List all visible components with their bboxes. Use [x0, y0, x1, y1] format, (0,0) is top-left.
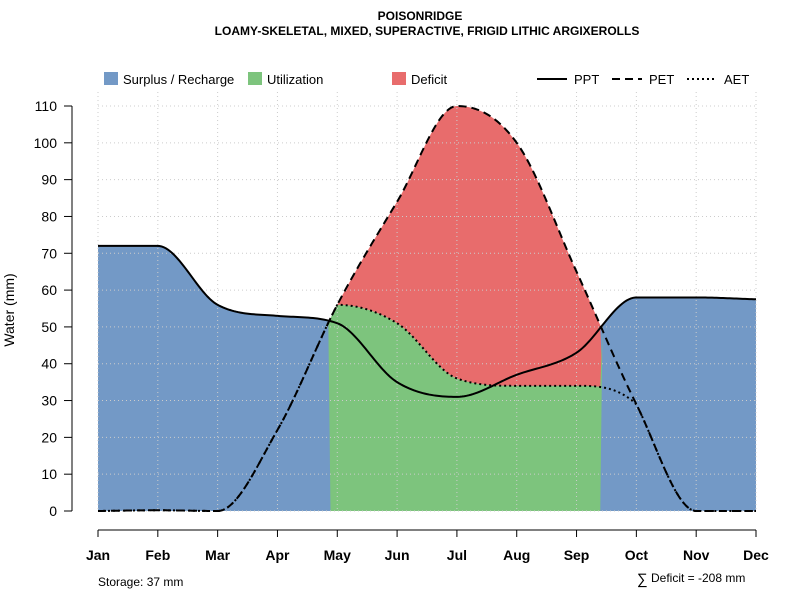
- legend: Surplus / Recharge Utilization Deficit P…: [104, 72, 749, 87]
- x-tick-label-1: Feb: [145, 547, 170, 563]
- area-deficit: [98, 106, 756, 511]
- legend-label-ppt: PPT: [574, 72, 599, 87]
- x-tick-label-9: Oct: [625, 547, 649, 563]
- y-tick-label-3: 30: [41, 393, 57, 409]
- plot-areas: [98, 106, 756, 511]
- y-axis-label: Water (mm): [1, 273, 17, 346]
- x-tick-label-3: Apr: [265, 547, 290, 563]
- legend-label-utilization: Utilization: [267, 72, 323, 87]
- x-tick-label-5: Jun: [385, 547, 410, 563]
- y-tick-label-5: 50: [41, 319, 57, 335]
- x-tick-label-10: Nov: [683, 547, 710, 563]
- series-lines: [97, 104, 757, 513]
- y-tick-label-1: 10: [41, 466, 57, 482]
- y-tick-label-7: 70: [41, 245, 57, 261]
- y-axis: 0 10 20 30 40 50 60 70 80 90 100 110: [34, 98, 73, 519]
- x-tick-label-0: Jan: [86, 547, 110, 563]
- x-tick-label-6: Jul: [447, 547, 467, 563]
- y-tick-label-6: 60: [41, 282, 57, 298]
- y-tick-label-4: 40: [41, 356, 57, 372]
- y-tick-label-2: 20: [41, 429, 57, 445]
- y-tick-label-8: 80: [41, 208, 57, 224]
- x-tick-label-7: Aug: [503, 547, 530, 563]
- legend-swatch-surplus: [104, 72, 118, 85]
- x-tick-label-8: Sep: [564, 547, 590, 563]
- x-tick-label-11: Dec: [743, 547, 769, 563]
- series-line-ppt: [98, 244, 757, 398]
- legend-label-surplus: Surplus / Recharge: [123, 72, 234, 87]
- legend-swatch-utilization: [248, 72, 262, 85]
- x-tick-label-4: May: [324, 547, 351, 563]
- y-tick-label-0: 0: [49, 503, 57, 519]
- series-line-aet: [97, 303, 756, 513]
- y-tick-label-11: 110: [35, 98, 58, 114]
- x-tick-label-2: Mar: [205, 547, 230, 563]
- grid-lines: [97, 92, 757, 512]
- y-tick-label-10: 100: [34, 135, 58, 151]
- sum-symbol-icon: ∑: [637, 571, 648, 588]
- area-surplus-top: [98, 245, 756, 511]
- storage-note: Storage: 37 mm: [98, 575, 183, 589]
- deficit-note: Deficit = -208 mm: [651, 571, 745, 585]
- chart-title: POISONRIDGE: [378, 9, 463, 23]
- y-tick-label-9: 90: [41, 172, 57, 188]
- x-axis: Jan Feb Mar Apr May Jun Jul Aug Sep Oct Nov Dec: [86, 529, 769, 563]
- legend-label-pet: PET: [649, 72, 674, 87]
- legend-label-aet: AET: [724, 72, 749, 87]
- chart-subtitle: LOAMY-SKELETAL, MIXED, SUPERACTIVE, FRIG…: [215, 24, 640, 38]
- legend-label-deficit: Deficit: [411, 72, 448, 87]
- legend-swatch-deficit: [392, 72, 406, 85]
